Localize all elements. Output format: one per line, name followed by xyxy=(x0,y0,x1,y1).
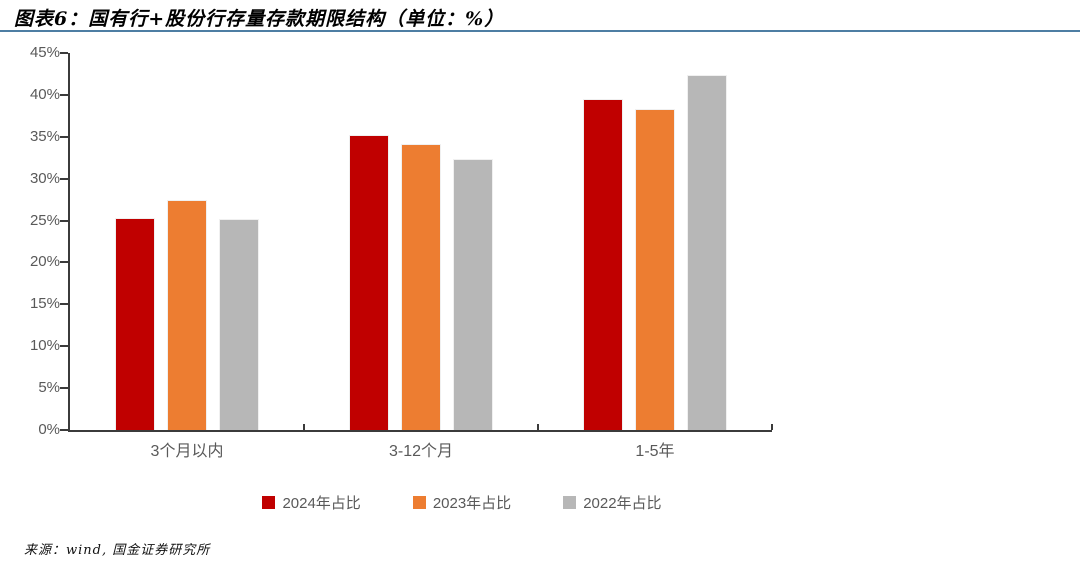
y-axis-tick xyxy=(60,135,68,138)
bar-s1-c1 xyxy=(401,144,441,430)
legend-item-0: 2024年占比 xyxy=(262,492,361,513)
y-axis-tick-label: 25% xyxy=(29,211,60,229)
bar-s2-c0 xyxy=(219,218,259,430)
y-axis-tick xyxy=(60,93,68,96)
bar-s0-c0 xyxy=(115,218,155,430)
y-axis-tick xyxy=(60,177,68,180)
y-axis-tick xyxy=(60,429,68,431)
x-axis-tick xyxy=(537,424,539,430)
legend-swatch-icon-0 xyxy=(262,496,276,509)
y-axis-tick xyxy=(60,219,68,222)
title-divider xyxy=(0,30,1080,32)
y-axis-tick-label: 40% xyxy=(29,85,60,103)
x-category-label: 3-12个月 xyxy=(388,443,454,460)
bar-s2-c2 xyxy=(687,74,727,430)
x-axis-tick xyxy=(303,424,305,430)
y-axis-tick-label: 5% xyxy=(38,379,60,397)
chart-title: 图表6：国有行+股份行存量存款期限结构（单位：%） xyxy=(14,8,505,30)
chart-legend: 2024年占比 2023年占比 2022年占比 xyxy=(68,492,856,513)
legend-label-0: 2024年占比 xyxy=(282,495,361,512)
legend-label-1: 2023年占比 xyxy=(432,495,512,512)
legend-swatch-icon-2 xyxy=(563,496,577,509)
y-axis-tick xyxy=(60,52,68,54)
source-note: 来源：wind, 国金证券研究所 xyxy=(24,543,211,558)
y-axis-tick xyxy=(60,303,68,306)
bar-s1-c0 xyxy=(167,200,207,430)
y-axis-tick xyxy=(60,345,68,348)
legend-item-1: 2023年占比 xyxy=(412,492,512,513)
x-category-label: 3个月以内 xyxy=(150,443,224,460)
bar-s2-c1 xyxy=(453,158,493,430)
x-category-label: 1-5年 xyxy=(635,443,675,460)
y-axis-tick-label: 30% xyxy=(29,169,60,187)
legend-swatch-icon-1 xyxy=(412,496,426,509)
legend-label-2: 2022年占比 xyxy=(583,495,662,512)
y-axis-tick-label: 10% xyxy=(29,337,60,355)
legend-item-2: 2022年占比 xyxy=(563,492,662,513)
y-axis-tick-label: 15% xyxy=(29,295,60,313)
y-axis-tick-label: 45% xyxy=(29,44,60,61)
y-axis xyxy=(68,53,70,432)
y-axis-tick-label: 35% xyxy=(29,127,60,145)
y-axis-tick xyxy=(60,387,68,390)
bar-s0-c1 xyxy=(349,135,389,430)
x-axis-tick xyxy=(771,424,773,430)
y-axis-tick-label: 0% xyxy=(38,421,60,438)
bar-s0-c2 xyxy=(583,99,623,430)
y-axis-tick xyxy=(60,261,68,264)
y-axis-tick-label: 20% xyxy=(29,253,60,271)
x-axis xyxy=(68,430,772,432)
bar-s1-c2 xyxy=(635,109,675,430)
